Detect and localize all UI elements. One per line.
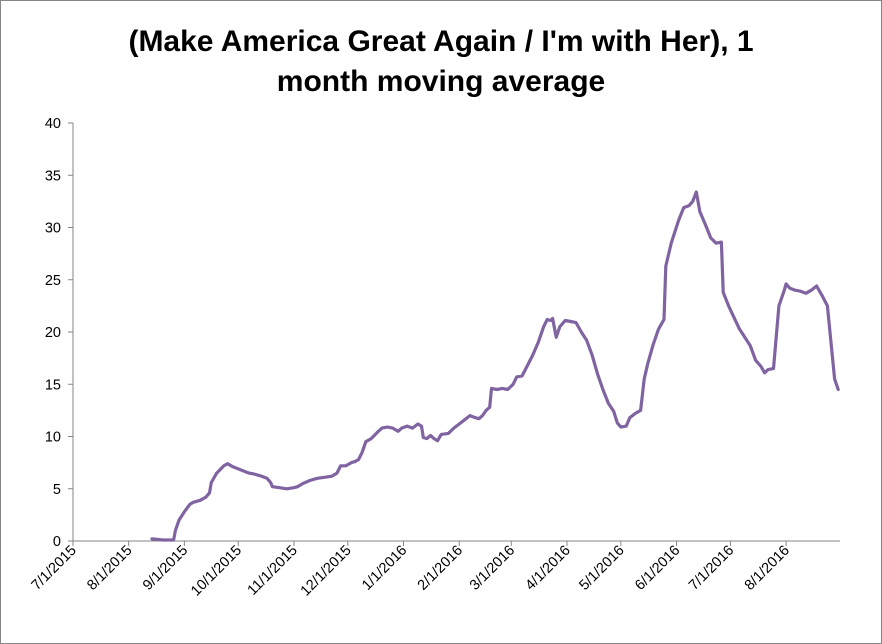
y-tick-label: 15 xyxy=(45,377,61,393)
series-line xyxy=(150,190,840,542)
x-tick-label: 7/1/2016 xyxy=(686,543,737,594)
y-tick-label: 25 xyxy=(45,273,61,289)
y-axis-tick-labels: 0 5 10 15 20 25 30 35 40 xyxy=(45,116,61,550)
x-tick-label: 8/1/2015 xyxy=(84,543,135,594)
x-tick-label: 5/1/2016 xyxy=(576,543,627,594)
x-tick-label: 3/1/2016 xyxy=(467,543,518,594)
x-tick-label: 11/1/2015 xyxy=(245,543,301,599)
x-tick-label: 1/1/2016 xyxy=(359,543,410,594)
chart-title-line-2: month moving average xyxy=(276,65,606,98)
axes xyxy=(68,122,840,546)
x-tick-label: 2/1/2016 xyxy=(415,543,466,594)
y-tick-label: 40 xyxy=(45,116,61,132)
chart-title: (Make America Great Again / I'm with Her… xyxy=(0,22,882,102)
x-tick-label: 7/1/2015 xyxy=(29,543,80,594)
y-tick-label: 30 xyxy=(45,221,61,237)
series-layer xyxy=(150,190,840,542)
x-tick-label: 12/1/2015 xyxy=(298,543,355,600)
chart-title-line-1: (Make America Great Again / I'm with Her… xyxy=(128,25,754,58)
x-tick-label: 9/1/2015 xyxy=(140,543,191,594)
x-tick-label: 6/1/2016 xyxy=(632,543,683,594)
y-tick-label: 20 xyxy=(45,325,61,341)
y-tick-label: 35 xyxy=(45,168,61,184)
x-tick-label: 8/1/2016 xyxy=(742,543,793,594)
x-tick-label: 10/1/2015 xyxy=(188,543,245,600)
y-tick-label: 5 xyxy=(53,482,61,498)
y-tick-label: 10 xyxy=(45,430,61,446)
x-tick-label: 4/1/2016 xyxy=(523,543,574,594)
y-tick-label: 0 xyxy=(53,534,61,550)
